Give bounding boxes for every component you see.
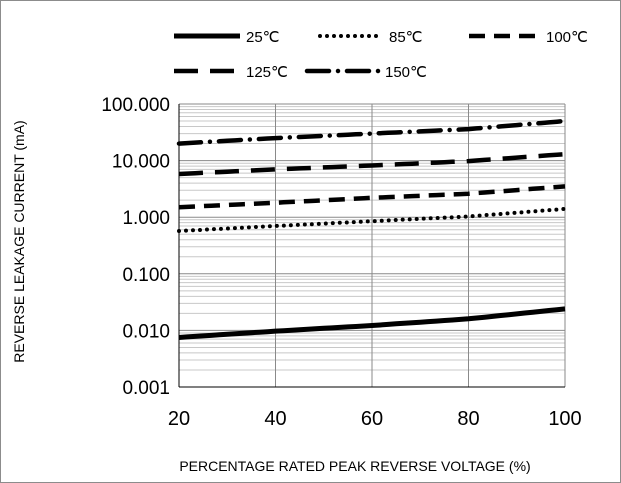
legend-label: 125℃	[246, 64, 288, 81]
series-line	[177, 206, 567, 233]
x-tick-label: 20	[168, 408, 190, 430]
series-line	[178, 306, 566, 340]
y-tick-label: 0.001	[122, 378, 170, 399]
y-tick-label: 0.100	[122, 265, 170, 286]
x-tick-label: 80	[457, 408, 479, 430]
x-axis-title: PERCENTAGE RATED PEAK REVERSE VOLTAGE (%…	[179, 458, 530, 474]
y-tick-label: 0.010	[122, 321, 170, 342]
y-axis-title: REVERSE LEAKAGE CURRENT (mA)	[11, 120, 27, 362]
legend-label: 25℃	[246, 29, 280, 46]
y-tick-label: 10.000	[112, 152, 170, 173]
x-tick-label: 60	[361, 408, 383, 430]
x-tick-label: 40	[264, 408, 286, 430]
axes	[178, 104, 565, 388]
x-tick-labels: 20 40 60 80 100	[168, 408, 582, 430]
legend-label: 85℃	[389, 29, 423, 46]
legend: 25℃ 85℃ 100℃ 125℃ 150℃	[174, 29, 588, 81]
y-tick-label: 1.000	[122, 208, 170, 229]
legend-label: 150℃	[385, 64, 427, 81]
y-tick-label: 100.000	[101, 95, 170, 116]
series-line	[178, 151, 566, 177]
series-group	[176, 118, 568, 340]
series-line	[178, 184, 566, 210]
grid	[178, 103, 566, 388]
x-tick-label: 100	[548, 408, 581, 430]
legend-label: 100℃	[546, 29, 588, 46]
y-tick-labels: 100.000 10.000 1.000 0.100 0.010 0.001	[101, 95, 170, 399]
series-line	[176, 118, 568, 146]
